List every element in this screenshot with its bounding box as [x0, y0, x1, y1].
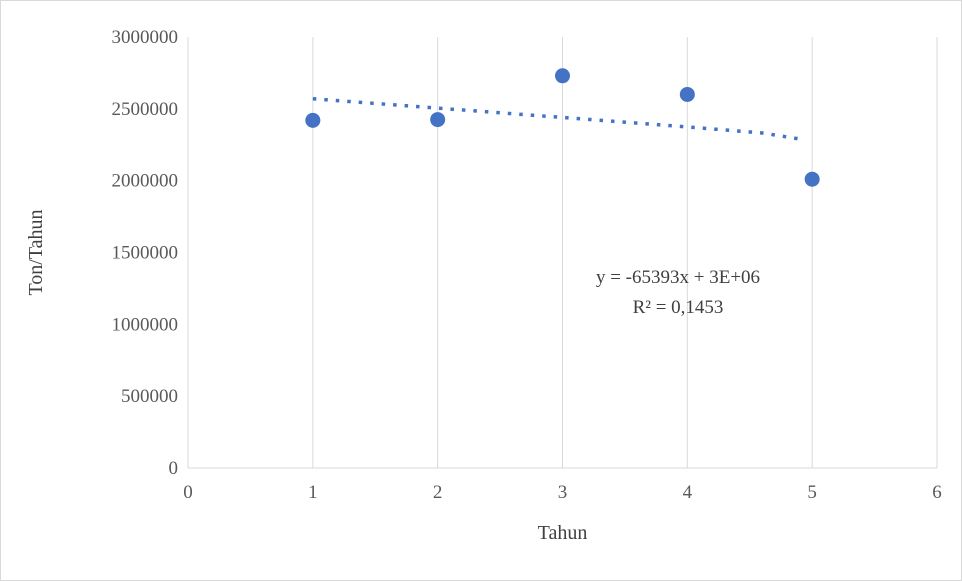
data-point	[555, 68, 570, 84]
y-tick-label: 1500000	[112, 243, 179, 264]
x-tick-label: 5	[807, 482, 817, 503]
y-tick-label: 2500000	[112, 99, 179, 120]
y-tick-label: 0	[169, 458, 179, 479]
y-tick-label: 1000000	[112, 314, 179, 335]
y-tick-label: 2000000	[112, 171, 179, 192]
data-point	[430, 112, 446, 128]
y-tick-labels: 0 500000 1000000 1500000 2000000 2500000 30000…	[112, 27, 179, 479]
x-tick-label: 0	[183, 482, 193, 503]
x-tick-label: 4	[683, 482, 693, 503]
data-point	[305, 112, 321, 128]
y-tick-label: 500000	[121, 386, 178, 407]
grid-lines	[187, 37, 938, 468]
data-point	[679, 86, 695, 102]
x-tick-label: 2	[433, 482, 443, 503]
y-tick-label: 3000000	[112, 27, 179, 48]
x-tick-labels: 0 1 2 3 4 5 6	[183, 482, 942, 503]
trendline-equation: y = -65393x + 3E+06	[596, 267, 760, 288]
trendline-r-squared: R² = 0,1453	[633, 297, 724, 318]
trendline	[312, 97, 800, 141]
x-tick-label: 3	[558, 482, 568, 503]
data-point	[804, 171, 820, 187]
y-axis-label: Ton/Tahun	[25, 209, 47, 295]
x-tick-label: 1	[308, 482, 318, 503]
data-points	[305, 68, 820, 187]
x-axis-label: Tahun	[538, 522, 588, 544]
x-tick-label: 6	[932, 482, 942, 503]
